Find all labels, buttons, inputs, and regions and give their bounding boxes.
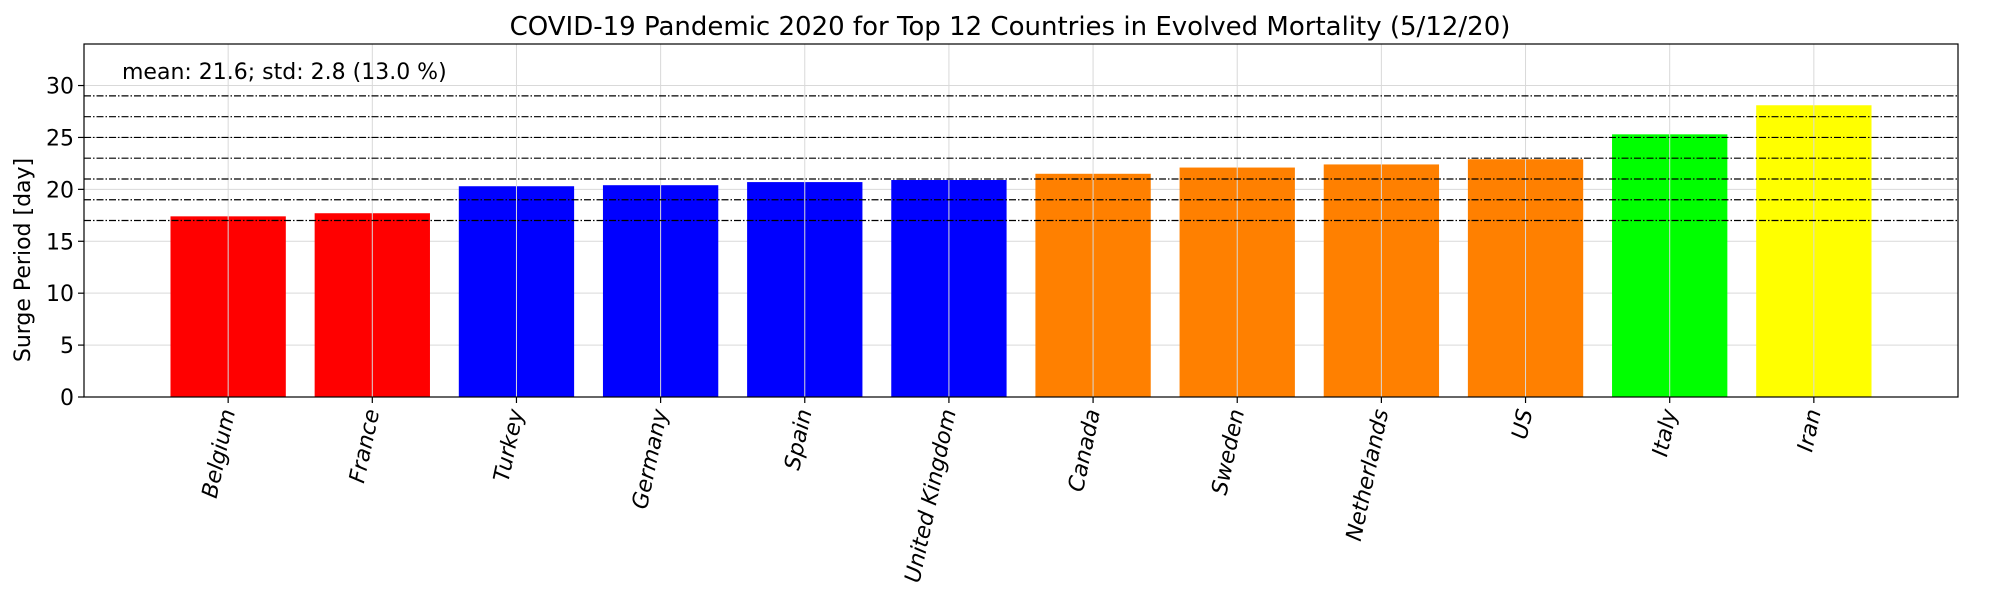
x-tick-label: US [1508,407,1539,442]
y-tick-label: 20 [46,178,74,203]
axes-layer [83,43,1959,398]
x-tick-label: Germany [628,406,674,511]
x-tick-label: Netherlands [1342,407,1394,543]
y-tick-label: 15 [46,230,74,255]
y-ticks-layer: 0 5 10 15 20 25 30 [46,75,84,411]
x-tick-label: Sweden [1208,407,1251,497]
plot-frame [83,43,1959,398]
x-tick-label: France [345,407,385,485]
y-tick-label: 0 [60,386,74,411]
y-tick-label: 5 [60,334,74,359]
stats-annotation: mean: 21.6; std: 2.8 (13.0 %) [122,60,447,85]
chart-title: COVID-19 Pandemic 2020 for Top 12 Countr… [510,12,1511,42]
x-tick-label: United Kingdom [901,407,962,585]
x-tick-label: Canada [1064,407,1106,494]
x-tick-label: Belgium [198,407,241,500]
y-tick-label: 10 [46,282,74,307]
x-tick-label: Iran [1793,407,1826,454]
x-tick-label: Italy [1648,406,1683,459]
x-tick-label: Turkey [490,406,530,484]
y-tick-label: 25 [46,126,74,151]
bars-layer [170,105,1872,397]
y-axis-label: Surge Period [day] [11,158,36,362]
x-tick-label: Spain [780,407,817,472]
y-tick-label: 30 [46,75,74,100]
x-ticks-layer: Belgium France Turkey Germany Spain United Ki… [198,397,1827,585]
